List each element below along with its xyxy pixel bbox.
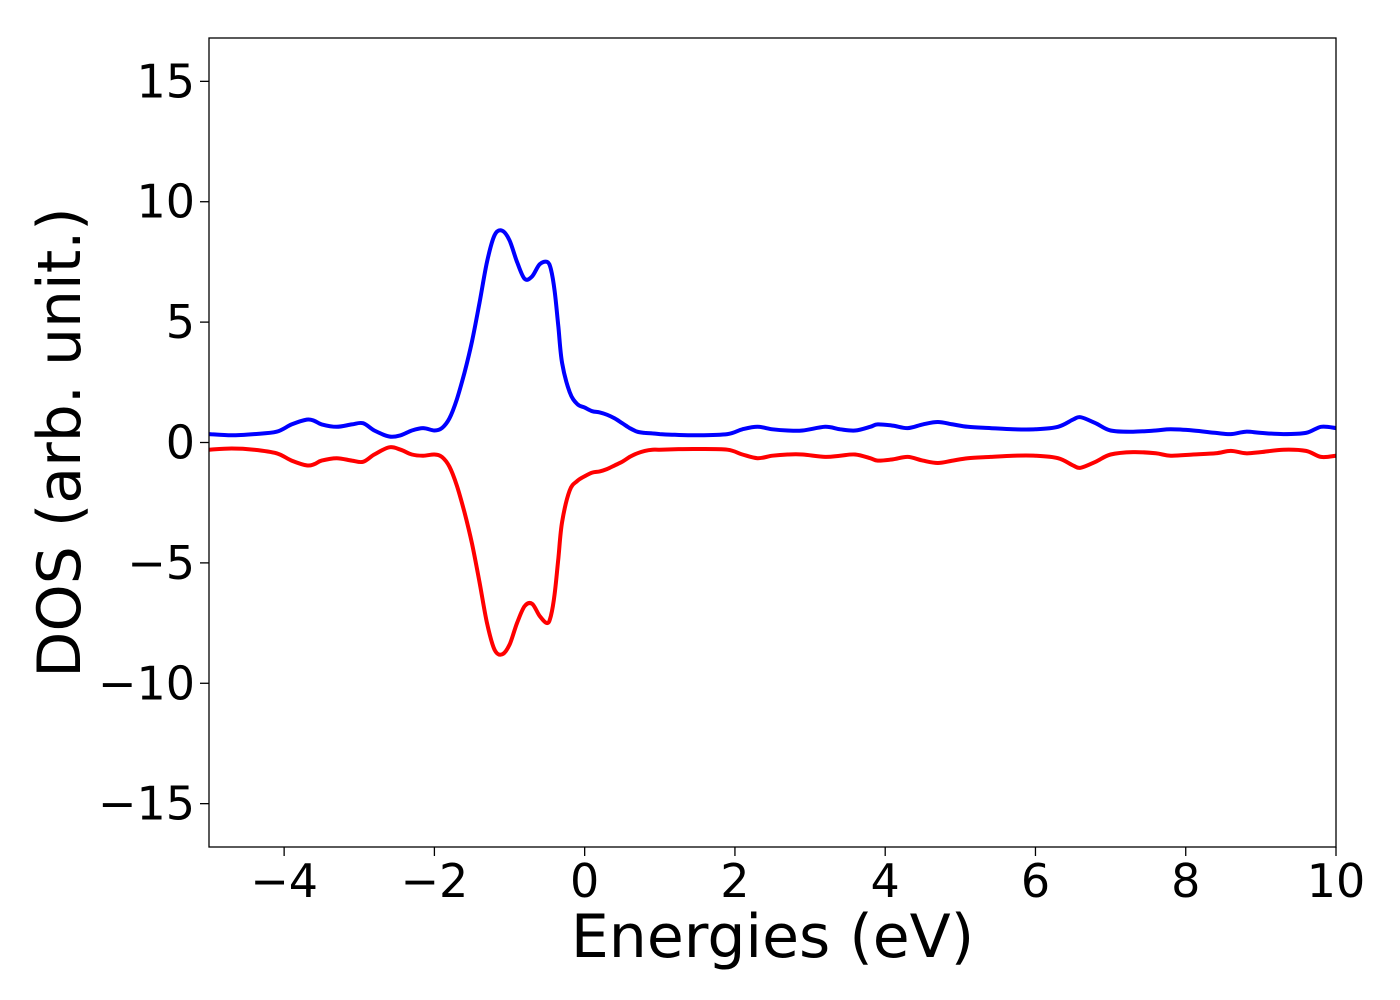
y-tick-label: 10: [136, 175, 195, 229]
x-axis-label: Energies (eV): [571, 902, 974, 972]
series-line-0: [208, 228, 1337, 439]
series-line-1: [208, 445, 1337, 657]
x-tick-label: 6: [1021, 854, 1050, 908]
x-tick-label: −4: [250, 854, 318, 908]
x-tick-label: −2: [400, 854, 468, 908]
y-tick-label: 0: [166, 416, 195, 470]
y-axis-label: DOS (arb. unit.): [25, 207, 95, 677]
y-tick-label: −5: [127, 536, 195, 590]
plot-frame: [208, 37, 1337, 848]
y-tick-label: 15: [136, 54, 195, 108]
x-tick-label: 10: [1307, 854, 1366, 908]
y-tick-label: −10: [98, 656, 195, 710]
x-tick-label: 8: [1171, 854, 1200, 908]
x-tick-label: 2: [720, 854, 749, 908]
ticks-layer: −4 −2 0 2 4 6 8 10 15 10 5 0 −5 −10 −15: [98, 54, 1365, 908]
y-tick-label: −15: [98, 777, 195, 831]
y-tick-label: 5: [166, 295, 195, 349]
x-tick-label: 4: [871, 854, 900, 908]
series-layer: [208, 228, 1337, 657]
x-tick-label: 0: [570, 854, 599, 908]
